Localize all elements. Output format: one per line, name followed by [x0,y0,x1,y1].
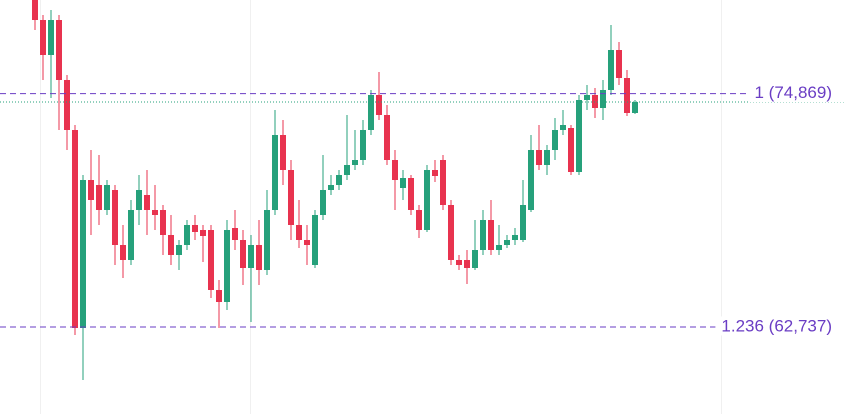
candle-body [288,170,294,225]
candle-body [328,185,334,190]
candle-body [160,210,166,235]
candle-body [360,130,366,160]
candle-body [240,240,246,268]
candle-body [408,178,414,210]
fib-level-label-bg [715,316,846,336]
candle-body [304,240,310,245]
candle-body [424,170,430,230]
candle-body [544,150,550,165]
candles [32,0,638,380]
candle-body [576,100,582,172]
candle-body [528,150,534,210]
candle-body [624,78,630,113]
candle-body [480,220,486,250]
candle-body [64,80,70,130]
candle-body [400,178,406,188]
candle-body [520,205,526,240]
candle-body [96,185,102,210]
candle-body [48,20,54,55]
candle-body [568,128,574,172]
candle-body [280,135,286,170]
candle-body [80,180,86,328]
candle-body [376,95,382,115]
fib-level-label: 1.236 (62,737) [721,316,832,335]
candle-body [352,160,358,165]
candle-body [208,230,214,290]
candle-body [120,245,126,260]
candle-body [600,90,606,108]
candle-body [344,165,350,175]
candle-body [416,210,422,230]
candle-body [272,135,278,210]
background-grid [40,0,722,414]
candle-body [312,215,318,265]
candle-body [72,130,78,328]
candle-body [368,95,374,130]
candle-body [440,160,446,205]
candle-body [136,190,142,210]
candle-body [168,235,174,255]
candle-body [40,20,46,55]
candle-body [144,195,150,210]
candle-body [512,235,518,240]
candle-body [320,190,326,215]
candle-body [384,115,390,160]
candle-body [88,180,94,200]
levels: 1 (74,869) 1.236 (62,737) [0,83,846,336]
candle-body [56,20,62,80]
candle-body [504,240,510,245]
candle-body [200,230,206,236]
candle-body [152,210,158,215]
candle-body [608,50,614,90]
candle-body [432,170,438,176]
candle-body [616,50,622,78]
candle-body [232,228,238,240]
candle-body [248,245,254,268]
candle-body [264,210,270,270]
candle-body [128,210,134,260]
candle-body [632,102,638,113]
candle-body [184,225,190,245]
candle-body [496,245,502,250]
candle-body [32,0,38,20]
candle-body [392,160,398,180]
fib-level-label: 1 (74,869) [755,83,833,102]
candle-body [448,205,454,260]
candle-body [256,245,262,270]
candle-body [472,250,478,268]
candle-body [584,95,590,100]
candle-body [104,185,110,210]
candle-body [488,220,494,250]
candle-body [112,190,118,245]
candle-body [224,230,230,302]
candle-body [192,225,198,232]
candle-body [296,225,302,240]
candle-body [464,260,470,268]
candle-body [176,245,182,255]
candle-body [216,290,222,302]
candle-body [536,150,542,165]
candle-body [552,130,558,150]
candle-body [560,125,566,130]
fib-level-label-bg [748,83,846,103]
candle-body [456,260,462,265]
candle-body [336,175,342,185]
